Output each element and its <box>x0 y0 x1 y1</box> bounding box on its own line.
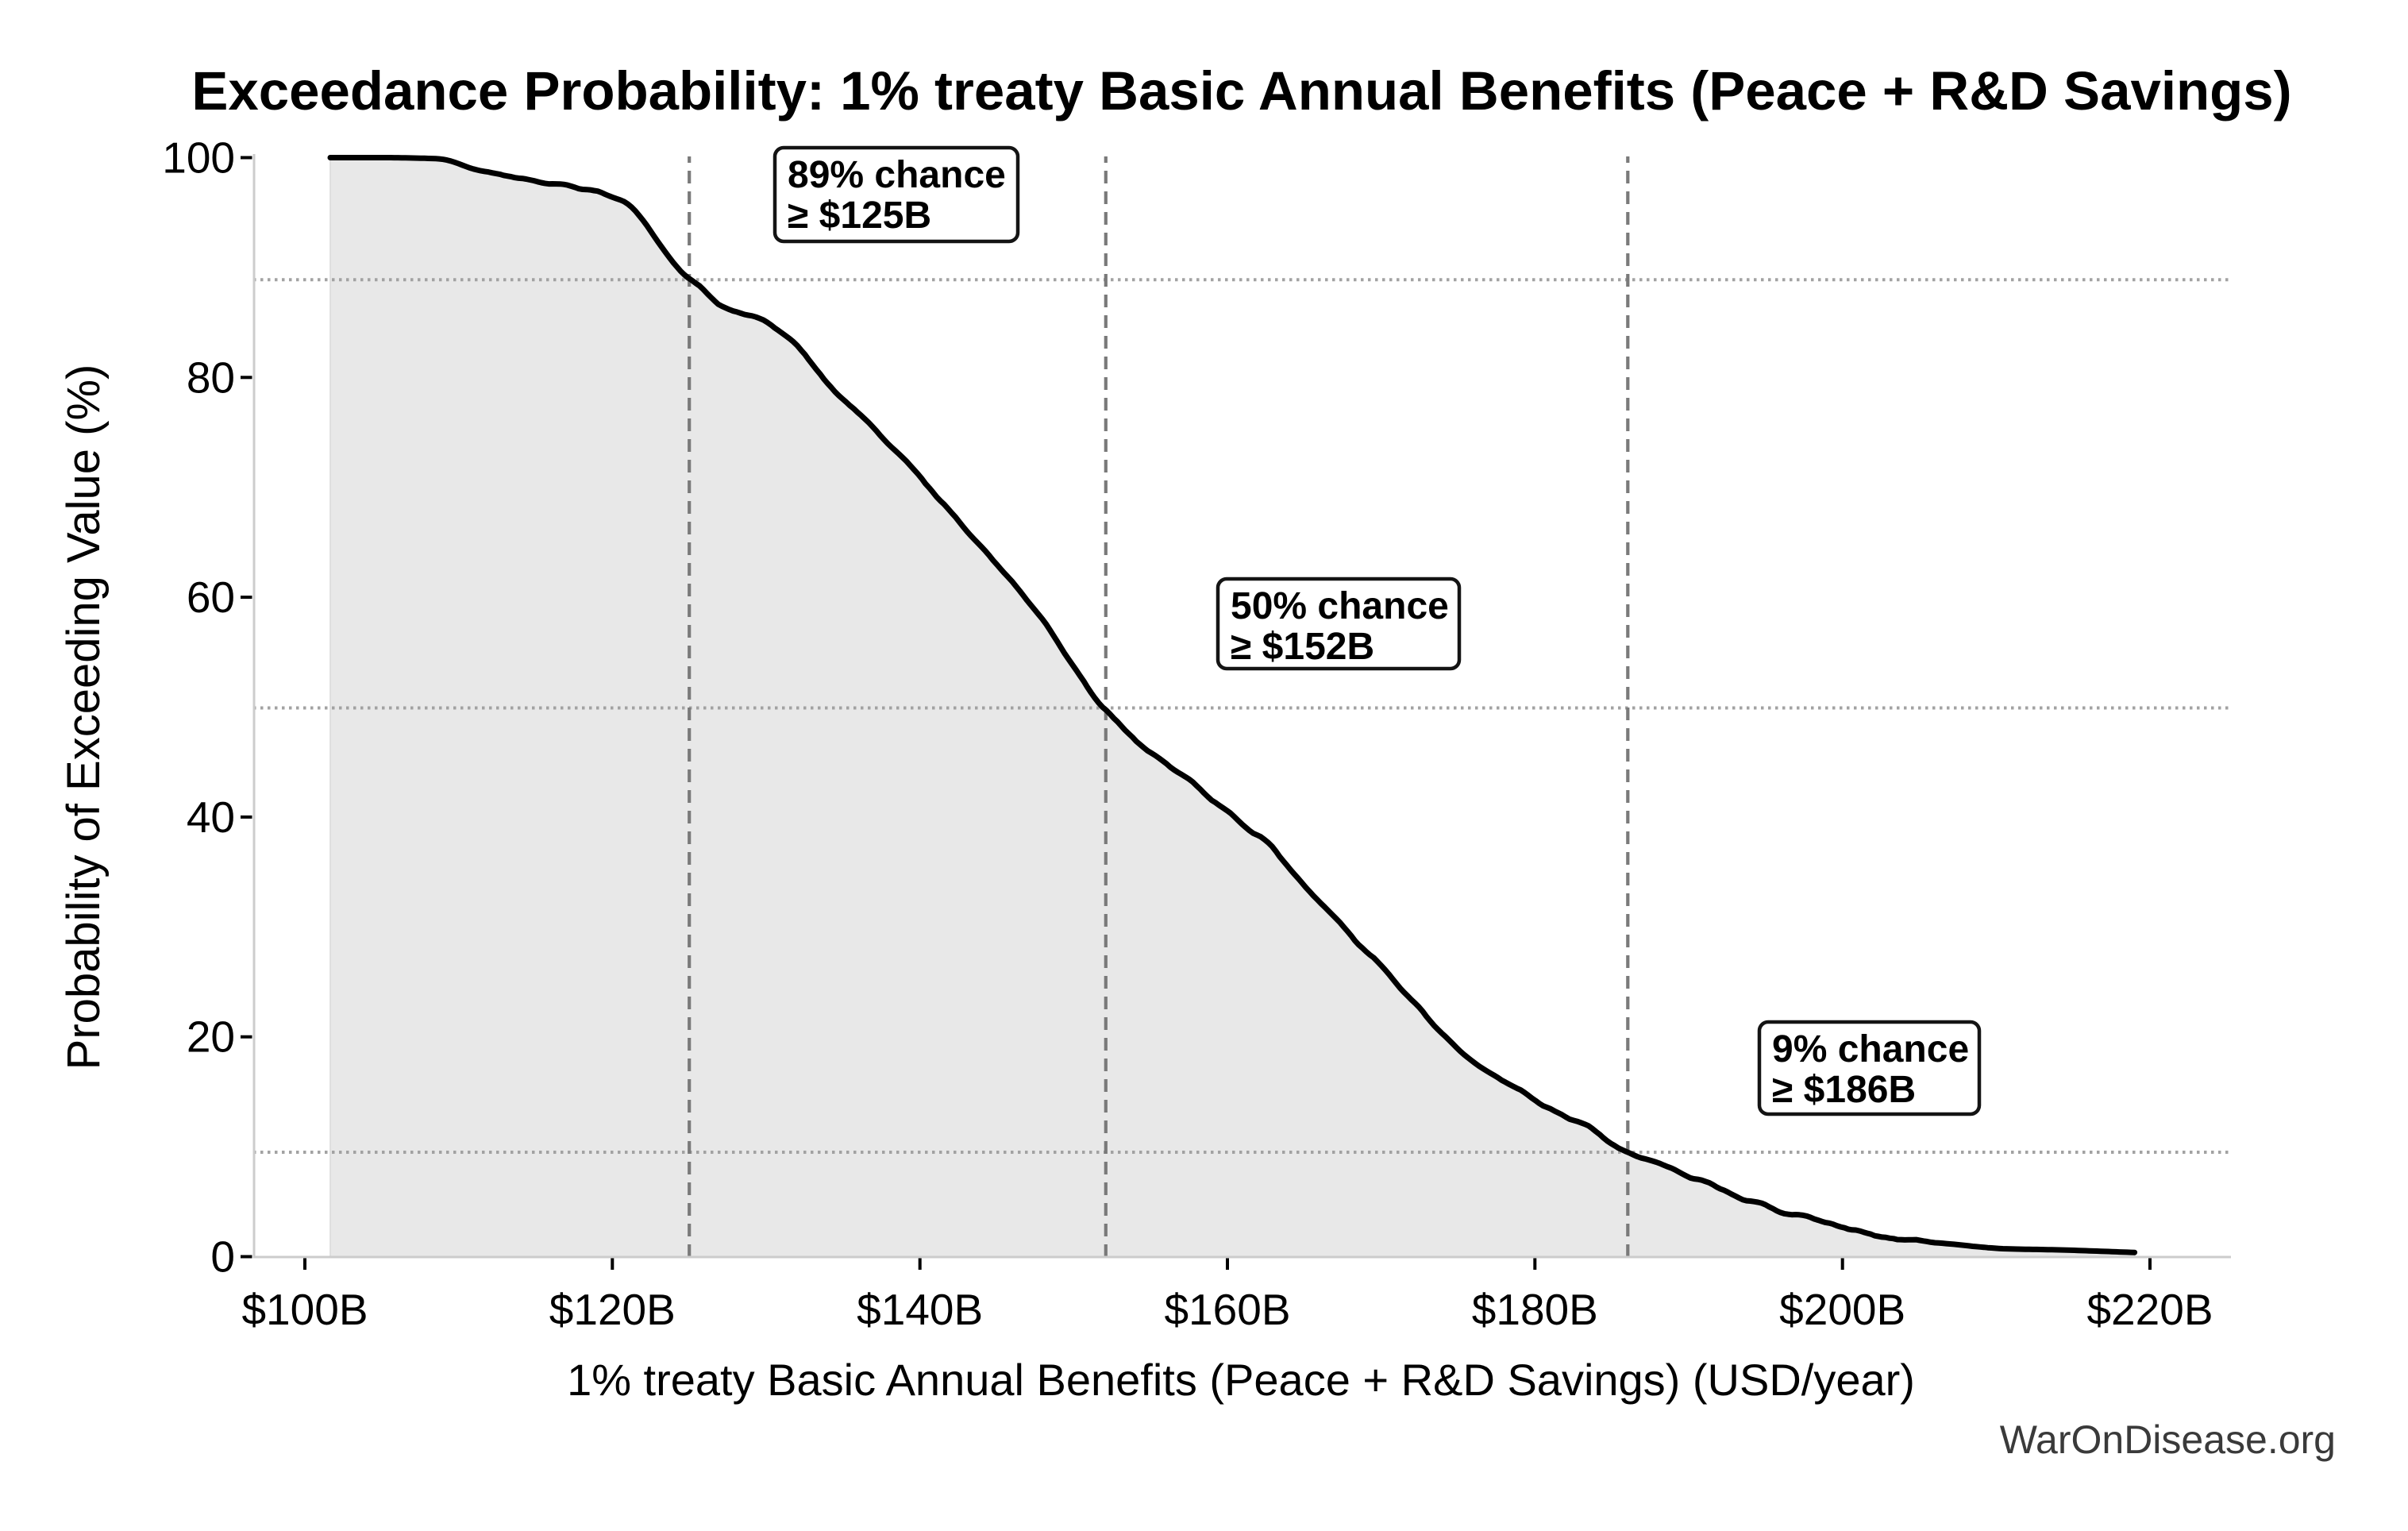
svg-text:Exceedance Probability: 1% tre: Exceedance Probability: 1% treaty Basic … <box>191 60 2291 121</box>
svg-text:60: 60 <box>187 573 235 622</box>
svg-text:89% chance: 89% chance <box>788 154 1006 196</box>
svg-text:$200B: $200B <box>1779 1285 1905 1334</box>
svg-text:≥ $186B: ≥ $186B <box>1772 1069 1916 1111</box>
svg-text:$160B: $160B <box>1164 1285 1290 1334</box>
svg-text:≥ $125B: ≥ $125B <box>788 195 931 237</box>
svg-text:$220B: $220B <box>2086 1285 2213 1334</box>
svg-text:$120B: $120B <box>549 1285 676 1334</box>
svg-text:1% treaty Basic Annual Benefit: 1% treaty Basic Annual Benefits (Peace +… <box>567 1355 1915 1405</box>
svg-text:20: 20 <box>187 1012 235 1062</box>
svg-text:50% chance: 50% chance <box>1231 585 1449 627</box>
svg-text:40: 40 <box>187 792 235 842</box>
svg-text:Probability of Exceeding Value: Probability of Exceeding Value (%) <box>58 364 110 1070</box>
svg-text:0: 0 <box>210 1232 235 1282</box>
svg-text:$140B: $140B <box>857 1285 983 1334</box>
svg-text:100: 100 <box>162 133 235 183</box>
svg-text:≥ $152B: ≥ $152B <box>1231 626 1374 668</box>
svg-text:9% chance: 9% chance <box>1772 1028 1969 1070</box>
svg-text:$180B: $180B <box>1472 1285 1598 1334</box>
svg-text:80: 80 <box>187 353 235 402</box>
svg-text:$100B: $100B <box>241 1285 368 1334</box>
svg-text:WarOnDisease.org: WarOnDisease.org <box>2000 1417 2336 1462</box>
